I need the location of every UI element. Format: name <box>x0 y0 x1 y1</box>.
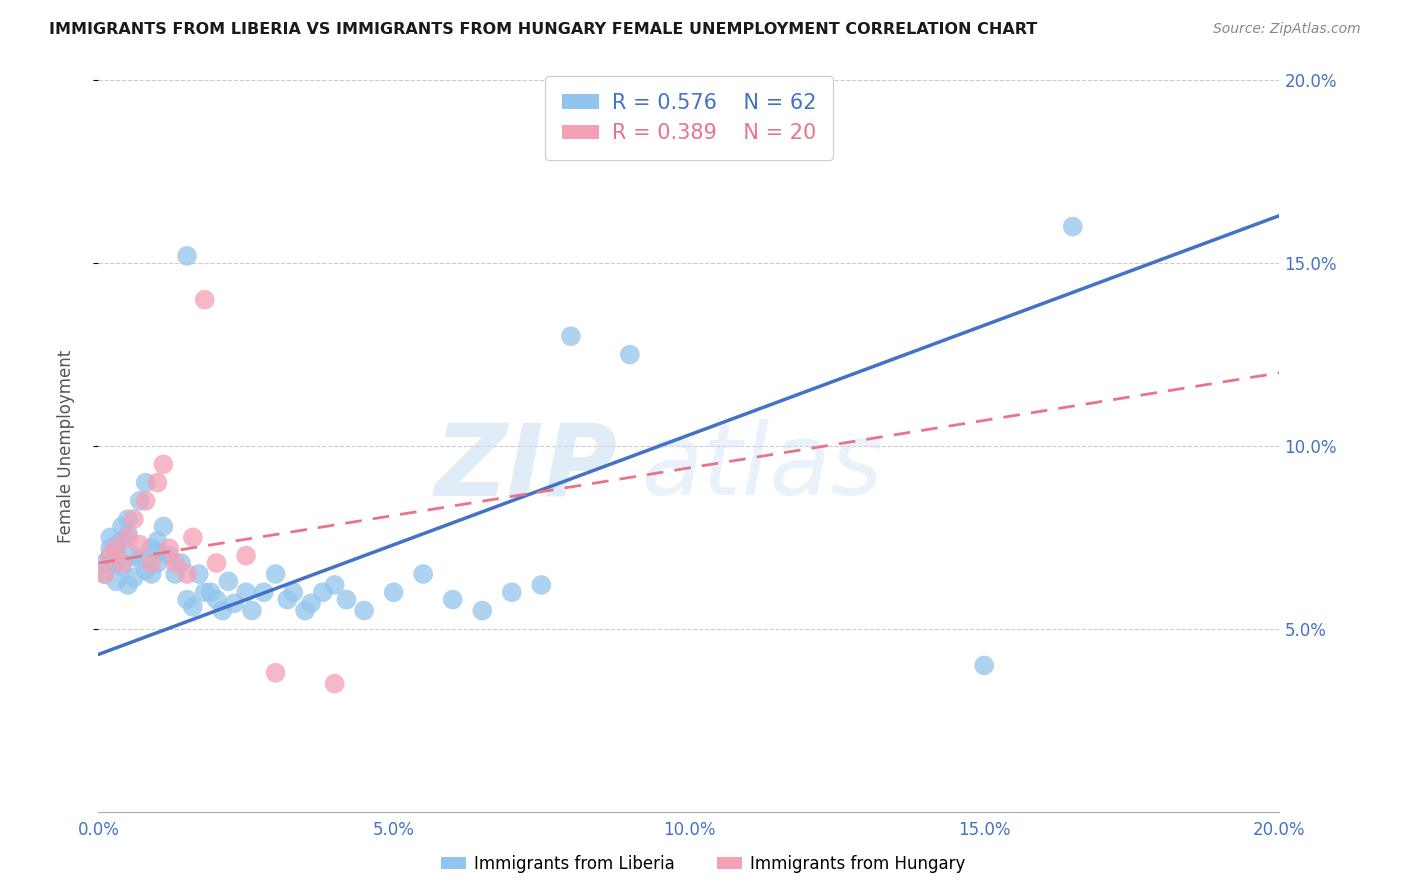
Point <box>117 530 139 544</box>
Point <box>471 603 494 617</box>
Point <box>157 541 180 556</box>
Point <box>283 585 305 599</box>
Legend: Immigrants from Liberia, Immigrants from Hungary: Immigrants from Liberia, Immigrants from… <box>434 848 972 880</box>
Text: ZIP: ZIP <box>434 419 619 516</box>
Point <box>276 592 298 607</box>
Point <box>165 556 187 570</box>
Point <box>619 347 641 362</box>
Point <box>335 592 357 607</box>
Point <box>146 475 169 490</box>
Point <box>135 563 157 577</box>
Point <box>98 549 121 563</box>
Point <box>146 556 169 570</box>
Point <box>294 603 316 617</box>
Point <box>235 585 257 599</box>
Text: Source: ZipAtlas.com: Source: ZipAtlas.com <box>1213 22 1361 37</box>
Point <box>117 512 139 526</box>
Point <box>117 578 139 592</box>
Point <box>200 585 222 599</box>
Point <box>141 541 163 556</box>
Point <box>170 556 193 570</box>
Point <box>1062 219 1084 234</box>
Point <box>181 530 204 544</box>
Point <box>264 567 287 582</box>
Point <box>973 658 995 673</box>
Point <box>105 574 128 589</box>
Point <box>235 549 257 563</box>
Point <box>146 545 169 559</box>
Point <box>98 549 121 563</box>
Point <box>501 585 523 599</box>
Point <box>111 559 134 574</box>
Point <box>323 676 346 690</box>
Point <box>98 530 121 544</box>
Point <box>560 329 582 343</box>
Point <box>176 249 198 263</box>
Point <box>353 603 375 617</box>
Point <box>152 519 174 533</box>
Point <box>141 556 163 570</box>
Point <box>205 592 228 607</box>
Point <box>111 534 134 549</box>
Point <box>122 549 145 563</box>
Point <box>312 585 335 599</box>
Point <box>135 475 157 490</box>
Text: IMMIGRANTS FROM LIBERIA VS IMMIGRANTS FROM HUNGARY FEMALE UNEMPLOYMENT CORRELATI: IMMIGRANTS FROM LIBERIA VS IMMIGRANTS FR… <box>49 22 1038 37</box>
Point <box>111 556 134 570</box>
Point <box>157 549 180 563</box>
Text: atlas: atlas <box>641 419 883 516</box>
Point <box>146 534 169 549</box>
Point <box>323 578 346 592</box>
Point <box>194 585 217 599</box>
Point <box>93 567 115 582</box>
Point <box>181 599 204 614</box>
Point <box>98 541 121 556</box>
Point <box>240 603 263 617</box>
Point <box>165 567 187 582</box>
Point <box>128 494 150 508</box>
Point <box>141 567 163 582</box>
Point <box>105 556 128 570</box>
Point <box>187 567 209 582</box>
Point <box>93 556 115 570</box>
Point <box>111 519 134 533</box>
Point <box>105 541 128 556</box>
Point <box>176 567 198 582</box>
Point <box>117 526 139 541</box>
Legend: R = 0.576    N = 62, R = 0.389    N = 20: R = 0.576 N = 62, R = 0.389 N = 20 <box>546 76 832 160</box>
Point <box>412 567 434 582</box>
Point <box>382 585 405 599</box>
Point <box>152 457 174 471</box>
Point <box>122 512 145 526</box>
Point <box>128 538 150 552</box>
Point <box>205 556 228 570</box>
Point <box>122 571 145 585</box>
Point <box>194 293 217 307</box>
Point <box>105 538 128 552</box>
Point <box>176 592 198 607</box>
Point <box>530 578 553 592</box>
Point <box>93 567 115 582</box>
Point <box>299 596 322 610</box>
Point <box>135 494 157 508</box>
Point <box>211 603 233 617</box>
Point <box>264 665 287 680</box>
Point <box>224 596 246 610</box>
Point <box>128 552 150 566</box>
Point <box>441 592 464 607</box>
Y-axis label: Female Unemployment: Female Unemployment <box>56 350 75 542</box>
Point <box>105 545 128 559</box>
Point <box>253 585 276 599</box>
Point <box>217 574 239 589</box>
